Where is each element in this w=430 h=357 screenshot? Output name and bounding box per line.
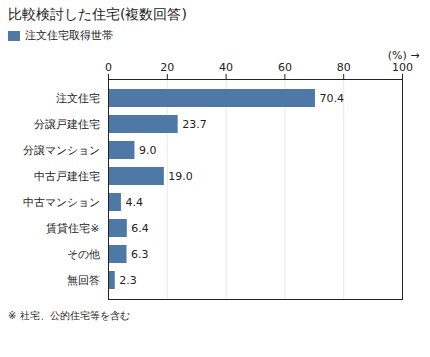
svg-text:100: 100 <box>392 61 413 74</box>
svg-text:(%) →: (%) → <box>388 49 420 62</box>
svg-text:40: 40 <box>219 61 233 74</box>
svg-text:60: 60 <box>278 61 292 74</box>
svg-text:4.4: 4.4 <box>125 196 143 209</box>
html-text:注文住宅取得世帯: 注文住宅取得世帯 <box>25 29 113 42</box>
svg-text:2.3: 2.3 <box>119 274 136 287</box>
svg-text:70.4: 70.4 <box>319 92 344 105</box>
html-text:比較検討した住宅(複数回答): 比較検討した住宅(複数回答) <box>8 6 187 22</box>
svg-text:0: 0 <box>105 61 112 74</box>
svg-text:19.0: 19.0 <box>168 170 193 183</box>
svg-text:分譲マンション: 分譲マンション <box>23 144 100 157</box>
svg-text:9.0: 9.0 <box>139 144 157 157</box>
svg-text:23.7: 23.7 <box>182 118 207 131</box>
svg-text:中古戸建住宅: 中古戸建住宅 <box>34 170 100 183</box>
svg-text:その他: その他 <box>67 248 100 261</box>
html-text:※ 社宅、公的住宅等を含む: ※ 社宅、公的住宅等を含む <box>8 310 130 321</box>
svg-text:注文住宅: 注文住宅 <box>56 92 100 105</box>
svg-text:賃貸住宅※: 賃貸住宅※ <box>46 222 99 235</box>
svg-text:6.3: 6.3 <box>131 248 149 261</box>
svg-text:80: 80 <box>337 61 351 74</box>
svg-text:分譲戸建住宅: 分譲戸建住宅 <box>34 118 100 131</box>
svg-text:無回答: 無回答 <box>67 274 100 287</box>
svg-text:中古マンション: 中古マンション <box>23 196 100 209</box>
svg-text:6.4: 6.4 <box>131 222 149 235</box>
svg-text:20: 20 <box>160 61 174 74</box>
